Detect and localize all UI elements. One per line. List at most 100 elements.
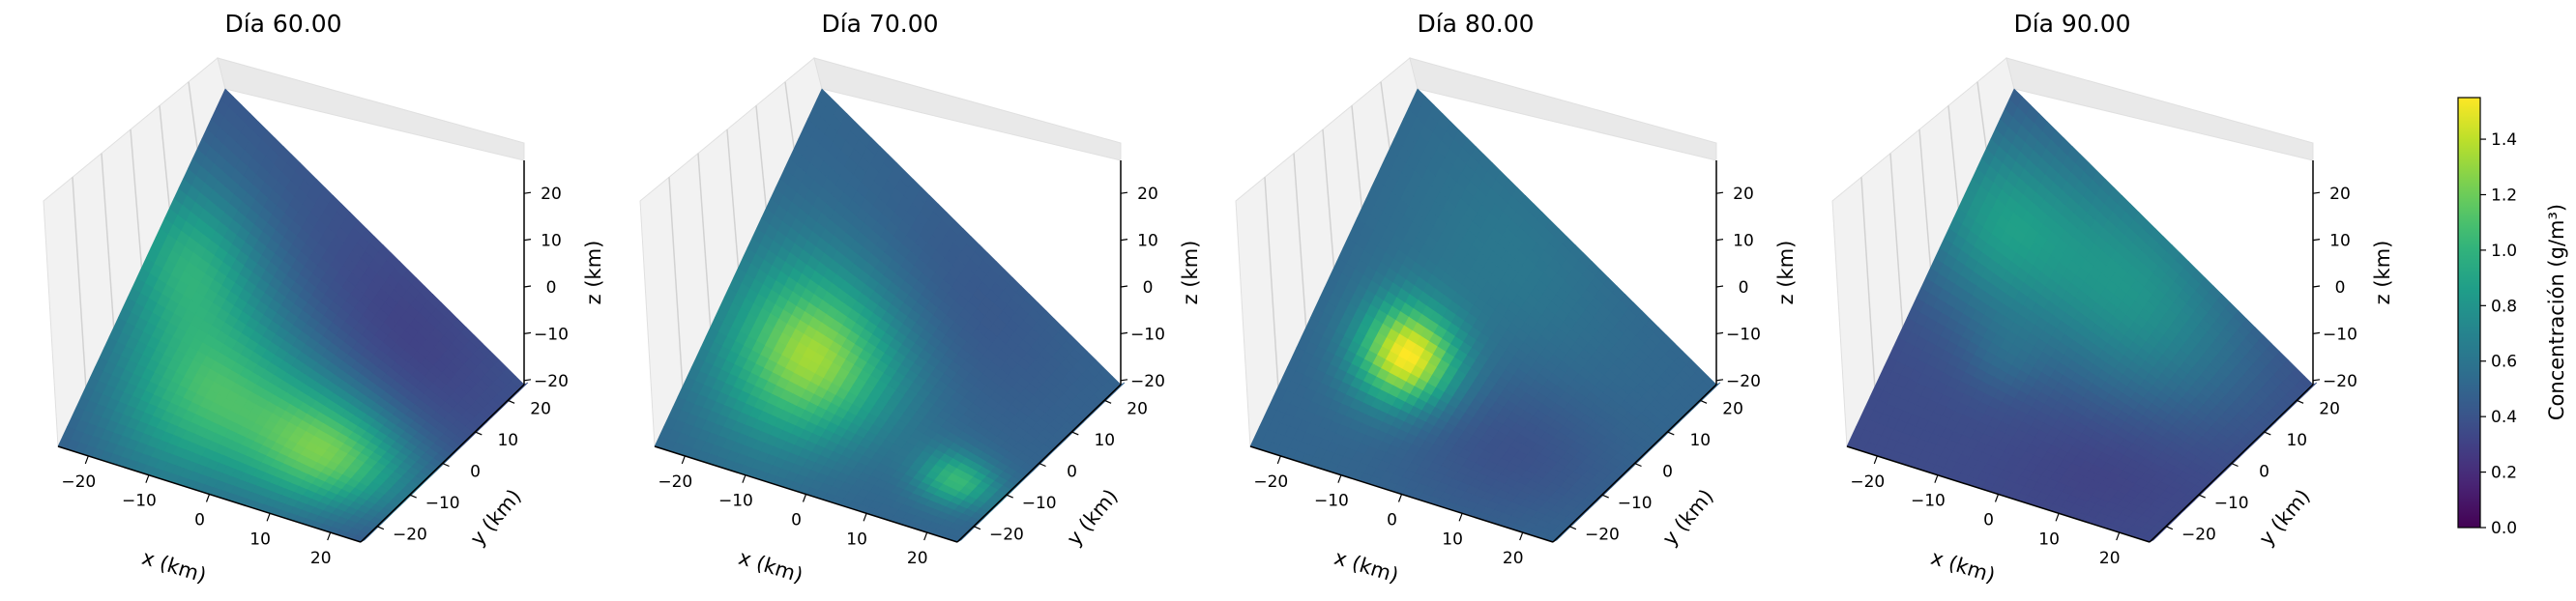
x-tick-label: 10 [846, 529, 867, 549]
y-tick-label: −10 [1618, 494, 1653, 513]
y-tick-mark [1071, 431, 1079, 436]
y-tick-mark [1039, 462, 1046, 468]
x-tick-label: 0 [791, 511, 802, 530]
x-tick-mark [266, 513, 271, 522]
y-tick-label: −20 [393, 526, 427, 545]
y-tick-mark [1667, 431, 1675, 436]
z-tick-label: −20 [1130, 372, 1165, 391]
z-tick-label: 0 [546, 278, 557, 298]
panel-title: Día 80.00 [1417, 10, 1534, 38]
y-tick-mark [475, 431, 483, 436]
z-tick-label: 20 [1137, 185, 1158, 204]
z-tick-label: −10 [1726, 325, 1761, 344]
x-tick-label: 20 [310, 549, 332, 568]
x-tick-mark [327, 531, 332, 541]
y-tick-label: 10 [497, 431, 518, 450]
x-tick-mark [742, 474, 746, 483]
z-tick-mark [1715, 285, 1724, 288]
y-tick-mark [409, 494, 417, 499]
y-tick-label: −10 [1022, 494, 1057, 513]
z-tick-label: −20 [1726, 372, 1761, 391]
y-tick-label: 20 [1127, 399, 1148, 418]
grid [72, 81, 198, 387]
x-tick-mark [1397, 494, 1403, 502]
z-axis-label: z (km) [1774, 241, 1798, 305]
z-tick-mark [523, 285, 532, 288]
z-tick-label: 20 [1733, 185, 1754, 204]
z-tick-mark [523, 379, 532, 382]
z-tick-mark [523, 239, 532, 242]
y-tick-mark [1103, 399, 1112, 404]
y-axis-label: y (km) [1658, 485, 1718, 551]
z-tick-mark [1120, 285, 1128, 288]
z-tick-label: 0 [1143, 278, 1154, 298]
x-tick-mark [681, 455, 686, 465]
x-axis-label: x (km) [139, 546, 209, 587]
z-tick-mark [1120, 191, 1128, 194]
y-tick-mark [507, 399, 515, 404]
y-tick-mark [1634, 462, 1642, 468]
x-tick-mark [1337, 474, 1342, 483]
x-tick-mark [84, 455, 89, 465]
z-tick-mark [1715, 379, 1724, 382]
y-tick-mark [1568, 526, 1577, 530]
z-tick-mark [1120, 239, 1128, 242]
x-tick-mark [802, 494, 807, 502]
y-axis-label: y (km) [1063, 485, 1123, 551]
y-tick-label: 10 [1689, 431, 1711, 450]
concentration-surface [57, 88, 525, 543]
y-tick-label: −10 [425, 494, 460, 513]
x-tick-mark [1276, 455, 1281, 465]
z-tick-label: 10 [1137, 232, 1158, 251]
grid-line [159, 105, 171, 209]
y-tick-label: 0 [1662, 463, 1673, 482]
z-tick-mark [1715, 239, 1724, 242]
y-tick-label: 0 [470, 463, 481, 482]
x-tick-mark [923, 531, 928, 541]
x-tick-label: −20 [61, 472, 96, 492]
x-axis-label: x (km) [1332, 546, 1401, 587]
grid-line [188, 81, 198, 149]
x-tick-label: 10 [1442, 529, 1463, 549]
grid-line [101, 153, 115, 328]
y-tick-mark [376, 526, 385, 530]
z-tick-mark [1715, 331, 1724, 334]
y-tick-mark [1601, 494, 1609, 499]
y-tick-mark [973, 526, 981, 530]
x-tick-label: 20 [907, 549, 928, 568]
y-tick-label: −20 [1585, 526, 1620, 545]
x-tick-label: 10 [249, 529, 271, 549]
y-tick-mark [1699, 399, 1708, 404]
z-tick-label: −20 [534, 372, 569, 391]
x-tick-label: 0 [194, 511, 205, 530]
z-tick-label: 10 [1733, 232, 1754, 251]
y-tick-mark [442, 462, 450, 468]
panel-title: Día 70.00 [821, 10, 938, 38]
z-tick-mark [1120, 331, 1128, 334]
z-tick-mark [523, 191, 532, 194]
x-tick-label: −10 [122, 492, 157, 511]
z-tick-label: 0 [1739, 278, 1749, 298]
x-tick-label: −20 [658, 472, 692, 492]
z-axis-label: z (km) [582, 241, 605, 305]
x-tick-label: −10 [718, 492, 753, 511]
x-tick-mark [1519, 531, 1524, 541]
z-axis-label: z (km) [1179, 241, 1202, 305]
z-tick-label: −10 [534, 325, 569, 344]
z-tick-label: 20 [541, 185, 562, 204]
y-tick-mark [1006, 494, 1013, 499]
x-tick-label: −20 [1253, 472, 1288, 492]
z-tick-label: −10 [1130, 325, 1165, 344]
x-tick-mark [145, 474, 150, 483]
z-tick-mark [523, 331, 532, 334]
z-tick-mark [1715, 191, 1724, 194]
z-tick-mark [1120, 379, 1128, 382]
y-tick-label: −20 [989, 526, 1024, 545]
z-tick-label: 10 [541, 232, 562, 251]
x-tick-mark [863, 513, 867, 522]
